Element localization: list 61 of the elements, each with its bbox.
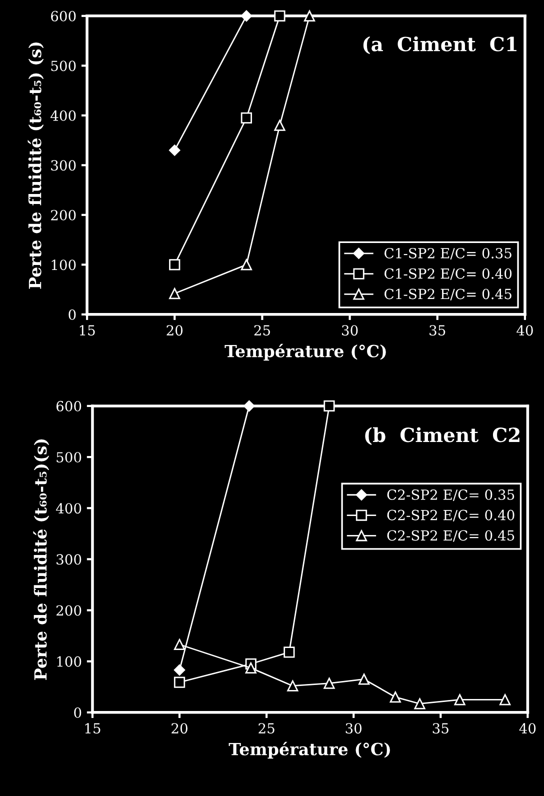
annotation: (b Ciment C2: [365, 427, 520, 445]
point: [284, 646, 295, 658]
y-tick-label: 500: [56, 452, 82, 463]
point: [287, 680, 298, 692]
point: [245, 662, 256, 674]
point: [169, 259, 180, 270]
x-tick-label: 40: [516, 325, 533, 336]
y-tick-label: 300: [56, 554, 82, 565]
point: [274, 10, 286, 22]
x-tick-label: 15: [85, 723, 100, 734]
x-axis-title: Température (°C): [224, 344, 386, 361]
point: [174, 638, 186, 650]
x-tick-label: 25: [254, 325, 270, 336]
y-tick-label: 100: [52, 260, 76, 270]
point: [358, 674, 370, 685]
y-tick-label: 0: [68, 309, 76, 320]
x-tick-label: 30: [346, 723, 362, 734]
y-tick-label: 400: [56, 503, 82, 514]
legend-label: C2-SP2 E/C= 0.35: [387, 489, 514, 502]
x-tick-label: 35: [432, 723, 448, 734]
point: [240, 259, 252, 270]
point: [304, 10, 316, 22]
legend-label: C2-SP2 E/C= 0.45: [387, 530, 514, 542]
y-tick-label: 400: [50, 110, 76, 121]
annotation: (a Ciment C1: [363, 36, 516, 54]
legend-label: C1-SP2 E/C= 0.45: [384, 288, 512, 300]
x-tick-label: 35: [430, 325, 446, 336]
y-tick-label: 600: [51, 10, 76, 22]
point: [174, 676, 186, 688]
point: [414, 698, 426, 710]
point: [174, 664, 186, 676]
y-axis-title: Perte de fluidité (t₆₀-t₅)(s): [33, 439, 50, 680]
point: [169, 288, 180, 300]
point: [240, 10, 252, 22]
y-tick-label: 300: [51, 160, 76, 171]
point: [240, 112, 252, 124]
y-tick-label: 200: [51, 210, 76, 220]
y-tick-label: 600: [56, 400, 82, 412]
x-tick-label: 20: [166, 325, 183, 336]
legend-label: C1-SP2 E/C= 0.35: [384, 248, 512, 260]
point: [454, 694, 466, 706]
point: [324, 678, 335, 689]
point: [499, 694, 511, 706]
y-tick-label: 100: [57, 656, 82, 667]
y-axis-title: Perte de fluidité (t₆₀-t₅) (s): [28, 42, 44, 289]
x-axis-title: Température (°C): [228, 742, 390, 759]
legend-label: C1-SP2 E/C= 0.40: [384, 268, 512, 280]
y-tick-label: 200: [56, 605, 82, 616]
legend-label: C2-SP2 E/C= 0.40: [387, 510, 514, 522]
y-tick-label: 0: [74, 707, 82, 718]
x-tick-label: 25: [258, 723, 274, 734]
point: [169, 144, 180, 156]
x-tick-label: 20: [172, 723, 188, 734]
x-tick-label: 15: [80, 325, 95, 336]
y-tick-label: 500: [51, 60, 76, 72]
x-tick-label: 30: [342, 325, 358, 336]
point: [390, 692, 401, 703]
point: [244, 400, 255, 412]
point: [324, 400, 335, 412]
point: [274, 120, 286, 131]
x-tick-label: 40: [519, 723, 536, 734]
